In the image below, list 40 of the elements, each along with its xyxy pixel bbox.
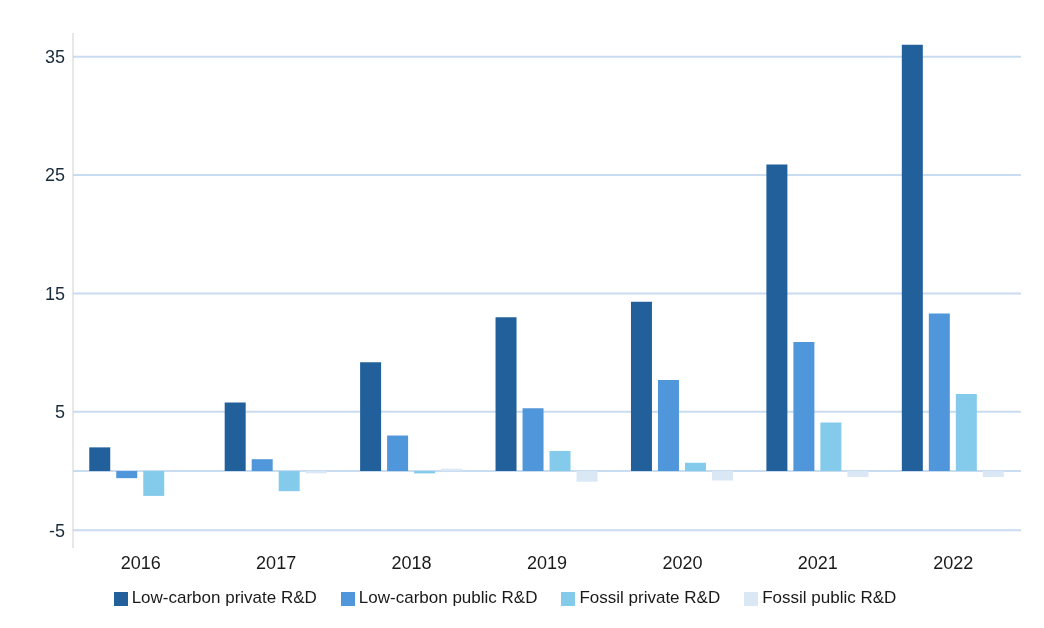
bar [89,447,111,472]
y-tick-label: 25 [44,165,65,186]
x-tick-label: 2019 [526,552,568,573]
bar [657,379,679,472]
bar [251,459,273,472]
x-tick-label: 2018 [391,552,432,573]
legend-label: Fossil public R&D [762,588,897,607]
legend-label: Low-carbon private R&D [131,588,317,607]
bar [549,450,571,472]
bar [820,422,842,472]
bar [684,462,706,472]
bar [360,362,382,472]
bar [901,44,923,472]
bar [766,164,788,472]
y-tick-label: 15 [44,283,65,304]
y-tick-label: 5 [54,402,65,423]
bar [387,435,409,472]
legend-label: Fossil private R&D [579,588,721,607]
x-tick-label: 2022 [933,552,974,573]
y-tick-label: -5 [48,520,65,541]
bar [847,471,869,477]
bar [793,342,815,472]
bar [224,402,246,472]
bar [630,301,652,472]
x-tick-label: 2016 [120,552,161,573]
x-tick-label: 2021 [797,552,838,573]
bar [278,471,300,492]
bar [928,313,950,472]
bar [711,471,733,481]
bar [522,408,544,472]
bar [576,471,598,482]
bar [116,471,138,479]
bar [495,317,517,472]
y-tick-label: 35 [44,47,65,68]
bar [143,471,165,496]
bar [955,394,977,472]
x-tick-label: 2020 [662,552,703,573]
legend-label: Low-carbon public R&D [358,588,538,607]
bar [982,471,1004,477]
x-tick-label: 2017 [256,552,297,573]
